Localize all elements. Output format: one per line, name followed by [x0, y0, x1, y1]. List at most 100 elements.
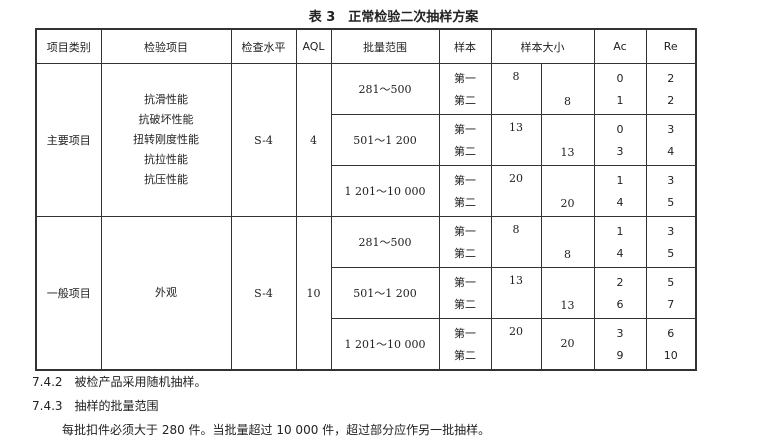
inspection-item: 抗拉性能 — [144, 153, 188, 166]
sample-label-cell: 第一 第二 — [438, 216, 492, 268]
header-cell: 样本大小 — [490, 28, 595, 64]
lot-range: 281～500 — [330, 63, 440, 115]
header-cell: AQL — [295, 28, 332, 64]
second-size-value: 8 — [564, 248, 571, 261]
header-cell: 检查水平 — [230, 28, 297, 64]
re-cell: 6 10 — [645, 318, 697, 371]
first-sample-size: 13 — [490, 267, 542, 319]
aql-cell: 4 — [295, 63, 332, 217]
aql-cell: 10 — [295, 216, 332, 371]
sample-first: 第一 — [454, 72, 476, 85]
table-title: 表 3 正常检验二次抽样方案 — [308, 10, 479, 25]
sample-second: 第二 — [454, 196, 476, 209]
re-second: 7 — [667, 297, 675, 311]
re-first: 6 — [667, 326, 675, 340]
lot-range: 281～500 — [330, 216, 440, 268]
ac-second: 3 — [616, 144, 624, 158]
first-size-value: 13 — [509, 121, 523, 134]
sample-first: 第一 — [454, 123, 476, 136]
lot-range: 1 201～10 000 — [330, 165, 440, 217]
table-row: 一般项目 外观 S-4 10 281～500 第一 第二 8 8 1 4 3 5 — [35, 216, 697, 371]
sample-second: 第二 — [454, 298, 476, 311]
sample-label-cell: 第一 第二 — [438, 318, 492, 371]
sample-label-cell: 第一 第二 — [438, 165, 492, 217]
items-cell: 外观 — [100, 216, 232, 371]
sample-label-cell: 第一 第二 — [438, 114, 492, 166]
lot-range: 501～1 200 — [330, 114, 440, 166]
header-cell: 样本 — [438, 28, 492, 64]
first-sample-size: 13 — [490, 114, 542, 166]
first-size-value: 20 — [509, 172, 523, 185]
items-cell: 抗滑性能 抗破坏性能 扭转刚度性能 抗拉性能 抗压性能 — [100, 63, 232, 217]
second-size-value: 20 — [560, 337, 575, 350]
re-first: 5 — [667, 275, 675, 289]
lot-range: 501～1 200 — [330, 267, 440, 319]
level-cell: S-4 — [230, 216, 297, 371]
first-sample-size: 8 — [490, 63, 542, 115]
second-size-value: 13 — [560, 299, 575, 312]
sample-first: 第一 — [454, 174, 476, 187]
header-cell: 批量范围 — [330, 28, 440, 64]
second-sample-size: 8 — [540, 63, 595, 115]
re-first: 3 — [667, 224, 675, 238]
sampling-plan-table: 项目类别 检验项目 检查水平 AQL 批量范围 样本 样本大小 Ac Re 主要… — [35, 28, 697, 371]
clause-7-4-2: 7.4.2 被检产品采用随机抽样。 — [32, 375, 207, 389]
sample-first: 第一 — [454, 225, 476, 238]
first-size-value: 13 — [509, 274, 523, 287]
header-row: 项目类别 检验项目 检查水平 AQL 批量范围 样本 样本大小 Ac Re — [35, 28, 697, 64]
sample-first: 第一 — [454, 327, 476, 340]
ac-first: 1 — [616, 173, 624, 187]
ac-second: 4 — [616, 195, 624, 209]
second-size-value: 13 — [560, 146, 575, 159]
inspection-item: 外观 — [155, 286, 177, 299]
first-sample-size: 8 — [490, 216, 542, 268]
re-second: 10 — [663, 348, 678, 362]
ac-second: 6 — [616, 297, 624, 311]
table-row: 501～1 200 第一 第二 13 13 2 6 5 7 — [36, 267, 697, 319]
first-sample-size: 20 — [490, 318, 542, 371]
header-cell: 项目类别 — [35, 28, 102, 64]
ac-first: 3 — [616, 326, 624, 340]
inspection-item: 扭转刚度性能 — [133, 133, 199, 146]
ac-first: 0 — [616, 71, 624, 85]
header-cell: Ac — [593, 28, 647, 64]
second-sample-size: 13 — [540, 267, 595, 319]
second-sample-size: 13 — [540, 114, 595, 166]
inspection-item: 抗破坏性能 — [138, 113, 194, 126]
re-first: 3 — [667, 122, 675, 136]
category-cell: 主要项目 — [35, 63, 102, 217]
re-second: 2 — [667, 93, 675, 107]
category-cell: 一般项目 — [35, 216, 102, 371]
ac-second: 4 — [616, 246, 624, 260]
category: 主要项目 — [46, 134, 91, 147]
second-sample-size: 20 — [540, 165, 595, 217]
ac-second: 1 — [616, 93, 624, 107]
re-first: 3 — [667, 173, 675, 187]
ac-first: 2 — [616, 275, 624, 289]
sample-second: 第二 — [454, 94, 476, 107]
second-size-value: 8 — [564, 95, 571, 108]
category: 一般项目 — [46, 287, 91, 300]
first-size-value: 20 — [509, 325, 523, 338]
lot-range: 1 201～10 000 — [330, 318, 440, 371]
header-cell: Re — [645, 28, 697, 64]
table-row: 1 201～10 000 第一 第二 20 20 3 9 6 10 — [36, 318, 697, 371]
ac-second: 9 — [616, 348, 624, 362]
sample-second: 第二 — [454, 349, 476, 362]
sample-first: 第一 — [454, 276, 476, 289]
sample-label-cell: 第一 第二 — [438, 267, 492, 319]
sample-second: 第二 — [454, 145, 476, 158]
re-first: 2 — [667, 71, 675, 85]
second-sample-size: 20 — [540, 318, 595, 371]
first-size-value: 8 — [512, 70, 520, 83]
re-second: 4 — [667, 144, 675, 158]
second-size-value: 20 — [560, 197, 575, 210]
clause-7-4-3-body: 每批扣件必须大于 280 件。当批量超过 10 000 件，超过部分应作另一批抽… — [62, 423, 491, 437]
